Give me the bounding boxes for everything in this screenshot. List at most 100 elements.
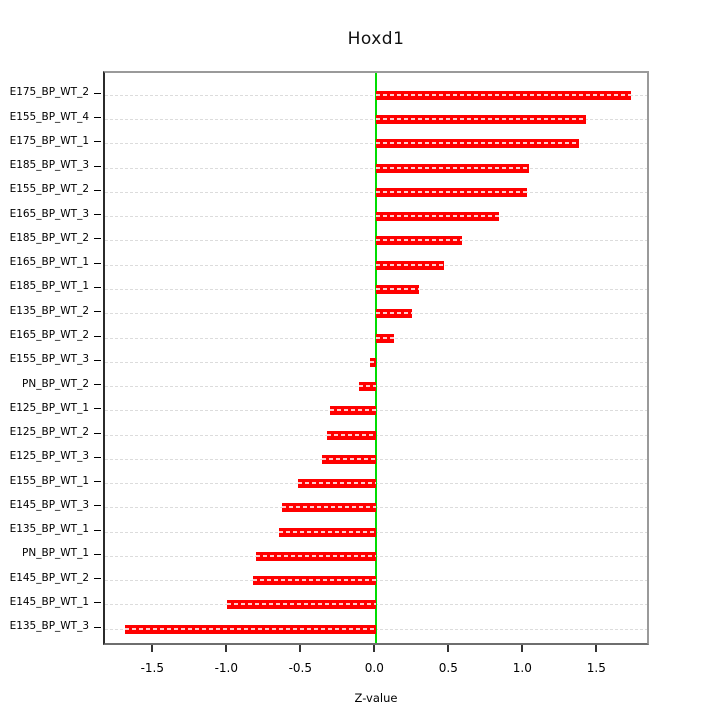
y-tick <box>94 529 101 531</box>
y-tick <box>94 165 101 167</box>
y-axis-label: E125_BP_WT_2 <box>9 426 89 439</box>
bar-center-dash <box>253 579 377 582</box>
bar <box>376 115 587 125</box>
bar <box>226 600 377 610</box>
y-axis-label: E165_BP_WT_2 <box>9 329 89 341</box>
bar-center-dash <box>321 457 377 460</box>
bar <box>370 357 377 367</box>
y-axis-label: PN_BP_WT_2 <box>22 377 89 390</box>
y-tick <box>94 141 101 143</box>
y-axis-label: E125_BP_WT_1 <box>9 401 89 414</box>
y-tick <box>94 359 101 361</box>
x-tick <box>299 645 302 652</box>
bar <box>376 236 463 246</box>
y-axis-label: E145_BP_WT_1 <box>9 595 89 608</box>
y-tick <box>94 408 101 410</box>
chart-title: Hoxd1 <box>347 29 405 49</box>
y-tick <box>94 505 101 507</box>
bar <box>358 382 377 392</box>
y-axis-label: E145_BP_WT_2 <box>9 571 89 584</box>
bar-center-dash <box>330 409 377 412</box>
bar <box>376 163 529 173</box>
y-axis-label: E185_BP_WT_2 <box>9 231 89 244</box>
x-tick-label: 1.5 <box>586 661 606 675</box>
x-axis-title: Z-value <box>354 691 398 705</box>
bar <box>376 212 500 222</box>
y-tick <box>94 92 101 94</box>
y-tick <box>94 117 101 119</box>
y-axis-label: E175_BP_WT_1 <box>9 134 89 147</box>
x-tick <box>373 645 376 652</box>
y-tick <box>94 214 101 216</box>
y-axis-label: PN_BP_WT_1 <box>22 547 89 560</box>
bar <box>253 576 377 586</box>
x-tick-label: 0.5 <box>438 661 458 675</box>
bar-center-dash <box>226 603 377 606</box>
x-tick-label: 0.0 <box>364 661 384 675</box>
bar-center-dash <box>281 506 377 509</box>
bar-center-dash <box>327 433 377 436</box>
bar <box>297 479 377 489</box>
y-axis-label: E155_BP_WT_1 <box>9 474 89 487</box>
bar <box>376 187 528 197</box>
bar <box>327 430 377 440</box>
bar <box>376 309 412 319</box>
y-axis-label: E135_BP_WT_3 <box>9 620 89 633</box>
y-tick <box>94 602 101 604</box>
y-axis-label: E185_BP_WT_1 <box>9 280 89 293</box>
y-axis-label: E145_BP_WT_3 <box>9 498 89 511</box>
bar <box>376 333 395 343</box>
y-tick <box>94 311 101 313</box>
y-axis-label: E155_BP_WT_2 <box>9 183 89 196</box>
bar-center-dash <box>376 215 500 218</box>
y-tick <box>94 384 101 386</box>
x-tick <box>225 645 228 652</box>
bar-center-dash <box>376 287 420 290</box>
y-axis-label: E165_BP_WT_1 <box>9 256 89 269</box>
bar-center-dash <box>256 554 377 557</box>
y-axis-label: E125_BP_WT_3 <box>9 450 89 463</box>
y-tick <box>94 578 101 580</box>
bar-center-dash <box>376 118 587 121</box>
y-axis-label: E165_BP_WT_3 <box>9 207 89 220</box>
bar-center-dash <box>370 360 377 363</box>
y-axis-label: E155_BP_WT_4 <box>9 110 89 123</box>
bar <box>376 260 445 270</box>
bar-center-dash <box>376 263 445 266</box>
x-tick <box>447 645 450 652</box>
y-tick <box>94 238 101 240</box>
x-tick-label: 1.0 <box>512 661 532 675</box>
x-tick <box>521 645 524 652</box>
bar-center-dash <box>376 142 580 145</box>
bar-center-dash <box>376 239 463 242</box>
bar <box>330 406 377 416</box>
y-tick <box>94 286 101 288</box>
y-tick <box>94 553 101 555</box>
bar <box>278 527 377 537</box>
x-tick-label: -0.5 <box>288 661 312 675</box>
bar <box>124 624 377 634</box>
x-tick-label: -1.5 <box>140 661 164 675</box>
bar <box>376 90 631 100</box>
bar-center-dash <box>278 530 377 533</box>
bar <box>256 551 377 561</box>
x-tick <box>595 645 598 652</box>
y-axis-label: E185_BP_WT_3 <box>9 159 89 172</box>
y-tick <box>94 189 101 191</box>
bar-center-dash <box>376 190 528 193</box>
y-tick <box>94 432 101 434</box>
y-tick <box>94 456 101 458</box>
x-tick-label: -1.0 <box>214 661 238 675</box>
y-axis-label: E135_BP_WT_1 <box>9 523 89 536</box>
y-tick <box>94 262 101 264</box>
bar <box>376 139 580 149</box>
bar-center-dash <box>297 482 377 485</box>
bar <box>281 503 377 513</box>
zero-reference-line <box>375 73 378 643</box>
bar <box>376 284 420 294</box>
bar-center-dash <box>376 166 529 169</box>
y-tick <box>94 481 101 483</box>
bar-center-dash <box>376 336 395 339</box>
y-tick <box>94 626 101 628</box>
